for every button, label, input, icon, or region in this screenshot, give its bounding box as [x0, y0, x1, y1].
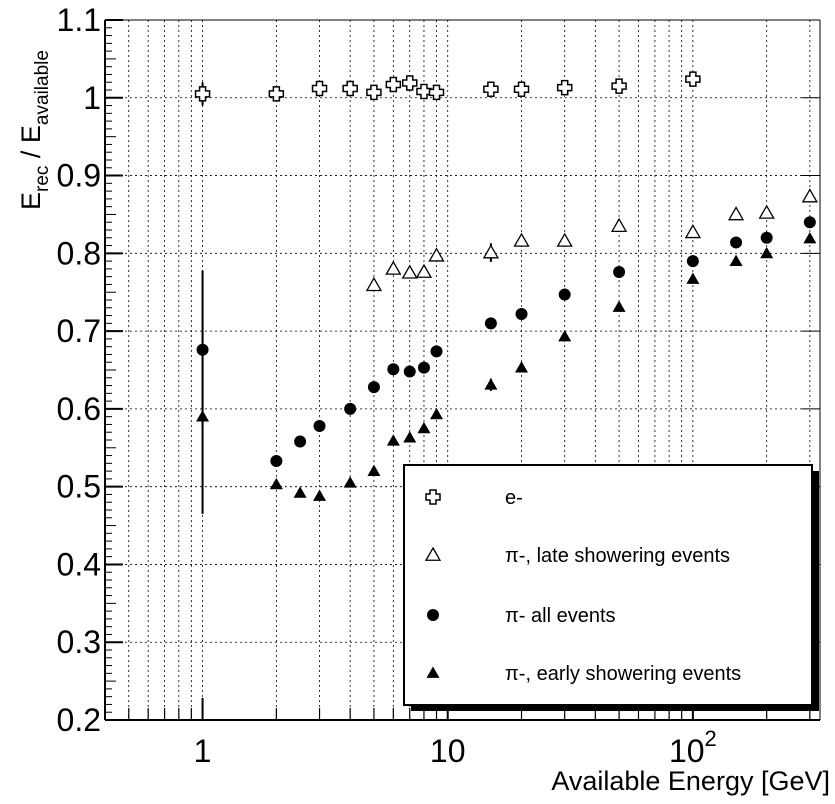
data-point: [803, 232, 817, 244]
data-point: [367, 381, 380, 394]
legend: e-π-, late showering events π- all events…: [403, 464, 819, 711]
data-point: [484, 378, 498, 390]
data-point: [513, 232, 530, 247]
legend-box: [403, 464, 813, 706]
data-point: [760, 231, 773, 244]
data-point: [613, 266, 626, 278]
data-point: [611, 78, 627, 94]
legend-marker: [425, 489, 441, 505]
legend-label: e-: [505, 487, 523, 509]
legend-label: π- all events: [505, 605, 616, 627]
y-tick-label: 1: [83, 80, 101, 116]
data-point: [430, 407, 444, 420]
legend-marker: [424, 546, 442, 561]
data-point: [730, 236, 743, 249]
data-point: [515, 361, 529, 373]
data-point: [344, 402, 357, 415]
data-point: [366, 84, 382, 101]
y-tick-label: 0.3: [57, 624, 101, 660]
data-point: [727, 206, 745, 221]
data-point: [403, 365, 416, 378]
data-point: [484, 317, 497, 330]
data-point: [556, 79, 573, 96]
data-point: [684, 224, 702, 239]
data-point: [558, 288, 571, 301]
data-point: [342, 80, 358, 97]
x-tick-label: 1: [194, 733, 212, 769]
data-point: [685, 71, 701, 87]
data-point: [313, 489, 327, 501]
legend-marker: [427, 609, 439, 621]
data-point: [686, 255, 699, 268]
data-point: [417, 361, 430, 374]
y-tick-label: 0.5: [57, 469, 101, 505]
data-point: [294, 435, 307, 448]
data-point: [311, 80, 328, 97]
data-points: [194, 71, 818, 514]
data-point: [612, 300, 626, 312]
data-point: [610, 217, 628, 233]
data-point: [385, 260, 402, 275]
x-tick-label: 10: [430, 733, 466, 769]
data-point: [428, 247, 445, 262]
y-tick-label: 0.2: [57, 702, 101, 738]
data-point: [801, 188, 818, 203]
data-point: [483, 81, 499, 97]
legend-marker: [426, 666, 440, 678]
data-point: [758, 204, 775, 219]
data-point: [415, 263, 433, 278]
data-point: [387, 363, 400, 376]
data-point: [686, 272, 700, 284]
data-point: [401, 264, 418, 279]
data-point: [403, 431, 417, 443]
data-point: [367, 464, 381, 476]
series-1: [365, 188, 818, 292]
y-axis-title: Erec / Eavailable: [16, 50, 53, 210]
data-point: [313, 420, 326, 432]
data-point: [270, 455, 283, 467]
data-point: [194, 86, 211, 102]
data-point: [401, 75, 418, 91]
data-point: [556, 232, 573, 247]
series-0: [194, 71, 701, 106]
y-tick-label: 0.6: [57, 391, 101, 427]
y-tick-label: 0.9: [57, 158, 101, 194]
x-tick-label: 102: [669, 726, 717, 769]
data-point: [428, 84, 445, 101]
legend-label: π-, early showering events: [505, 663, 741, 685]
data-point: [343, 476, 357, 488]
data-point: [293, 486, 307, 498]
data-point: [430, 345, 443, 358]
data-point: [482, 244, 500, 259]
y-tick-label: 0.7: [57, 313, 101, 349]
data-point: [196, 410, 210, 422]
x-axis-title: Available Energy [GeV]: [551, 766, 830, 796]
data-point: [385, 76, 402, 93]
data-point: [729, 254, 743, 266]
legend-label: π-, late showering events: [505, 545, 730, 567]
data-point: [365, 276, 383, 292]
data-point: [416, 83, 432, 100]
series-3: [196, 232, 817, 514]
data-point: [269, 477, 283, 490]
data-point: [513, 81, 530, 97]
y-tick-label: 0.4: [57, 546, 101, 582]
data-point: [803, 216, 816, 229]
data-point: [760, 246, 774, 259]
y-tick-label: 0.8: [57, 235, 101, 271]
data-point: [417, 421, 431, 434]
data-point: [558, 330, 572, 342]
data-point: [515, 308, 528, 320]
y-tick-label: 1.1: [57, 2, 101, 38]
data-point: [386, 434, 400, 446]
data-point: [268, 86, 285, 102]
